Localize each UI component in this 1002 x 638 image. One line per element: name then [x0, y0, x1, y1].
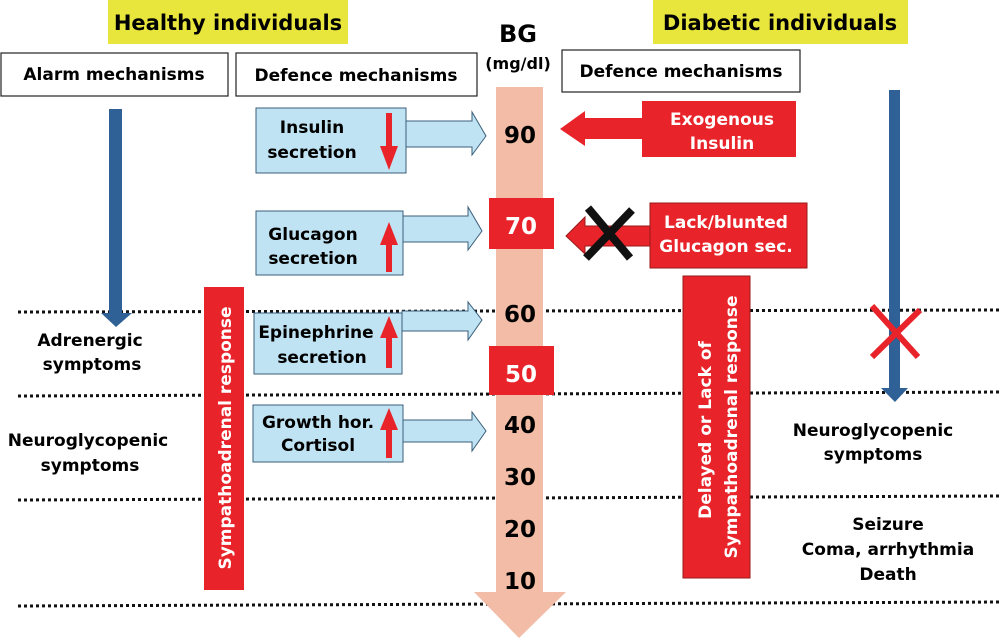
bg-value-10: 10: [504, 569, 536, 595]
healthy-header-bg: [108, 0, 348, 44]
alarm-down-arrow: [101, 109, 132, 327]
adrenergic-line2: symptoms: [43, 355, 142, 375]
sympathoadrenal-box: [204, 287, 244, 590]
defence-right-header: Defence mechanisms: [580, 62, 783, 82]
threshold-box-50: [489, 346, 554, 395]
bg-value-20: 20: [504, 517, 536, 543]
defence-epinephrine-line2: secretion: [277, 348, 366, 368]
bg-label: BG: [499, 20, 537, 48]
red-left-arrow-icon: [560, 111, 642, 146]
outline-arrow-icon: [404, 110, 487, 157]
lack-line2: Glucagon sec.: [659, 237, 793, 257]
threshold-line-50: [17, 390, 1001, 398]
defence-glucagon-line1: Glucagon: [268, 225, 357, 245]
alarm-header: Alarm mechanisms: [23, 65, 204, 85]
arrow-down-icon: [380, 113, 398, 170]
defence-insulin-line2: secretion: [267, 143, 356, 163]
bg-value-70: 70: [505, 214, 537, 240]
bg-value-60: 60: [504, 302, 536, 328]
severe-coma: Coma, arrhythmia: [802, 540, 974, 560]
exogenous-line1: Exogenous: [670, 110, 774, 130]
outline-arrow-icon: [401, 300, 483, 342]
defence-growth-line2: Cortisol: [281, 436, 355, 456]
diabetic-down-arrow: [881, 90, 908, 402]
healthy-header: Healthy individuals: [114, 11, 342, 35]
bg-value-50: 50: [505, 362, 537, 388]
bg-value-40: 40: [504, 413, 536, 439]
outline-arrow-icon: [401, 205, 483, 252]
defence-epinephrine-line1: Epinephrine: [258, 323, 373, 343]
adrenergic-line1: Adrenergic: [37, 331, 142, 351]
lack-line1: Lack/blunted: [664, 213, 788, 233]
severe-death: Death: [859, 565, 916, 585]
bg-unit: (mg/dl): [485, 54, 551, 73]
neuro-right-line2: symptoms: [824, 445, 923, 465]
severe-seizure: Seizure: [852, 515, 924, 535]
arrow-up-icon: [380, 316, 398, 368]
bg-value-30: 30: [504, 465, 536, 491]
defence-glucagon-line2: secretion: [268, 249, 357, 269]
neuro-left-line2: symptoms: [41, 456, 140, 476]
defence-insulin-line1: Insulin: [280, 118, 344, 138]
arrow-up-icon: [380, 222, 398, 272]
defence-growth-cortisol: Growth hor. Cortisol: [252, 404, 487, 463]
defence-right-header-box: [561, 49, 801, 93]
defence-left-header-box: [235, 52, 478, 97]
exogenous-insulin: Exogenous Insulin: [560, 101, 796, 157]
defence-insulin: Insulin secretion: [255, 107, 487, 174]
neuro-left-line1: Neuroglycopenic: [8, 431, 168, 451]
threshold-line-60: [17, 308, 1001, 314]
bg-value-90: 90: [504, 123, 536, 149]
diabetic-header: Diabetic individuals: [663, 11, 897, 35]
defence-glucagon: Glucagon secretion: [255, 205, 483, 276]
exogenous-line2: Insulin: [690, 134, 754, 154]
neuro-right-line1: Neuroglycopenic: [793, 421, 953, 441]
threshold-line-30: [17, 494, 1001, 502]
outline-arrow-icon: [401, 410, 487, 453]
delayed-sympathoadrenal-box: [682, 275, 751, 579]
threshold-line-10: [17, 600, 1001, 608]
diabetic-header-bg: [653, 0, 908, 44]
defence-left-header: Defence mechanisms: [255, 66, 458, 86]
defence-growth-line1: Growth hor.: [262, 413, 374, 433]
defence-epinephrine: Epinephrine secretion: [253, 300, 483, 375]
arrow-up-icon: [380, 408, 398, 458]
lack-glucagon: Lack/blunted Glucagon sec.: [565, 202, 808, 269]
alarm-header-box: [0, 52, 229, 97]
blocked-x-icon: [583, 205, 635, 261]
delayed-line2: Sympathoadrenal response: [722, 295, 742, 558]
blocked-x-icon-red: [869, 303, 923, 360]
threshold-box-70: [489, 198, 554, 249]
delayed-line1: Delayed or Lack of: [696, 341, 716, 519]
sympathoadrenal-label: Sympathoadrenal response: [216, 306, 236, 569]
